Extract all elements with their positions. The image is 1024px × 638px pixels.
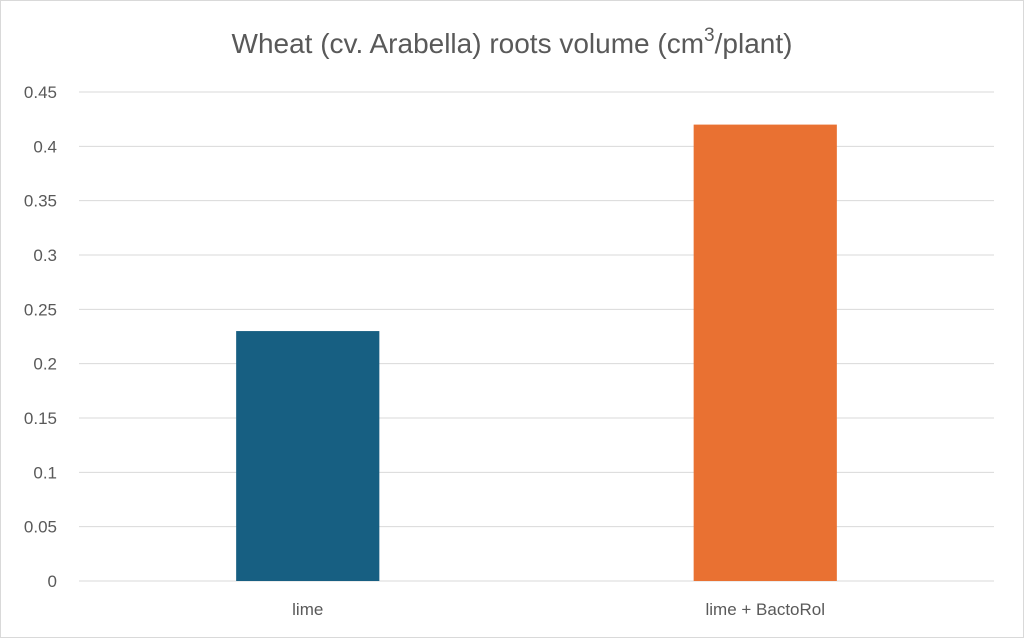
chart-title: Wheat (cv. Arabella) roots volume (cm3/p…	[232, 25, 793, 59]
y-tick-label: 0.35	[24, 192, 57, 211]
y-tick-label: 0.3	[33, 246, 57, 265]
chart-title-main: Wheat (cv. Arabella) roots volume (cm	[232, 28, 705, 59]
y-axis-tick-labels: 0 0.05 0.1 0.15 0.2 0.25 0.3 0.35 0.4 0.45	[24, 83, 57, 591]
y-tick-label: 0	[48, 572, 57, 591]
y-tick-label: 0.45	[24, 83, 57, 102]
y-tick-label: 0.1	[33, 463, 57, 482]
y-tick-label: 0.4	[33, 137, 57, 156]
x-category-label: lime	[292, 600, 323, 619]
chart-title-suffix: /plant)	[715, 28, 793, 59]
y-tick-label: 0.25	[24, 300, 57, 319]
gridlines	[79, 91, 994, 582]
bar-1	[693, 124, 837, 581]
bar-0	[236, 331, 380, 581]
y-tick-label: 0.05	[24, 518, 57, 537]
chart-title-superscript: 3	[704, 25, 715, 46]
y-tick-label: 0.15	[24, 409, 57, 428]
x-axis-category-labels: lime lime + BactoRol	[292, 600, 825, 619]
bars	[236, 124, 837, 581]
x-category-label: lime + BactoRol	[705, 600, 825, 619]
y-tick-label: 0.2	[33, 355, 57, 374]
